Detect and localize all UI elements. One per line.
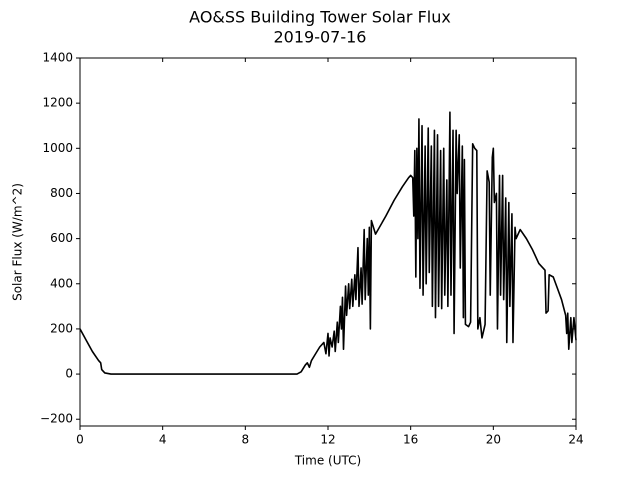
y-tick-label: 1400	[42, 51, 73, 65]
data-line	[79, 111, 577, 375]
y-tick-label: 800	[50, 186, 73, 200]
y-tick-label: 1200	[42, 96, 73, 110]
chart-title: AO&SS Building Tower Solar Flux	[189, 8, 451, 27]
chart-subtitle: 2019-07-16	[274, 28, 367, 47]
y-tick-label: 0	[65, 367, 73, 381]
x-tick-label: 4	[159, 433, 167, 447]
x-tick-label: 16	[403, 433, 418, 447]
plot-frame	[79, 57, 577, 427]
y-tick-label: 400	[50, 276, 73, 290]
x-tick-label: 8	[242, 433, 250, 447]
x-tick-label: 24	[568, 433, 583, 447]
x-axis-label: Time (UTC)	[294, 454, 361, 468]
y-tick-label: 600	[50, 231, 73, 245]
y-tick-label: 200	[50, 321, 73, 335]
y-tick-label: 1000	[42, 141, 73, 155]
y-tick-label: −200	[40, 412, 73, 426]
x-tick-label: 12	[320, 433, 335, 447]
y-axis-label: Solar Flux (W/m^2)	[11, 183, 25, 301]
x-tick-label: 20	[486, 433, 501, 447]
x-tick-label: 0	[76, 433, 84, 447]
